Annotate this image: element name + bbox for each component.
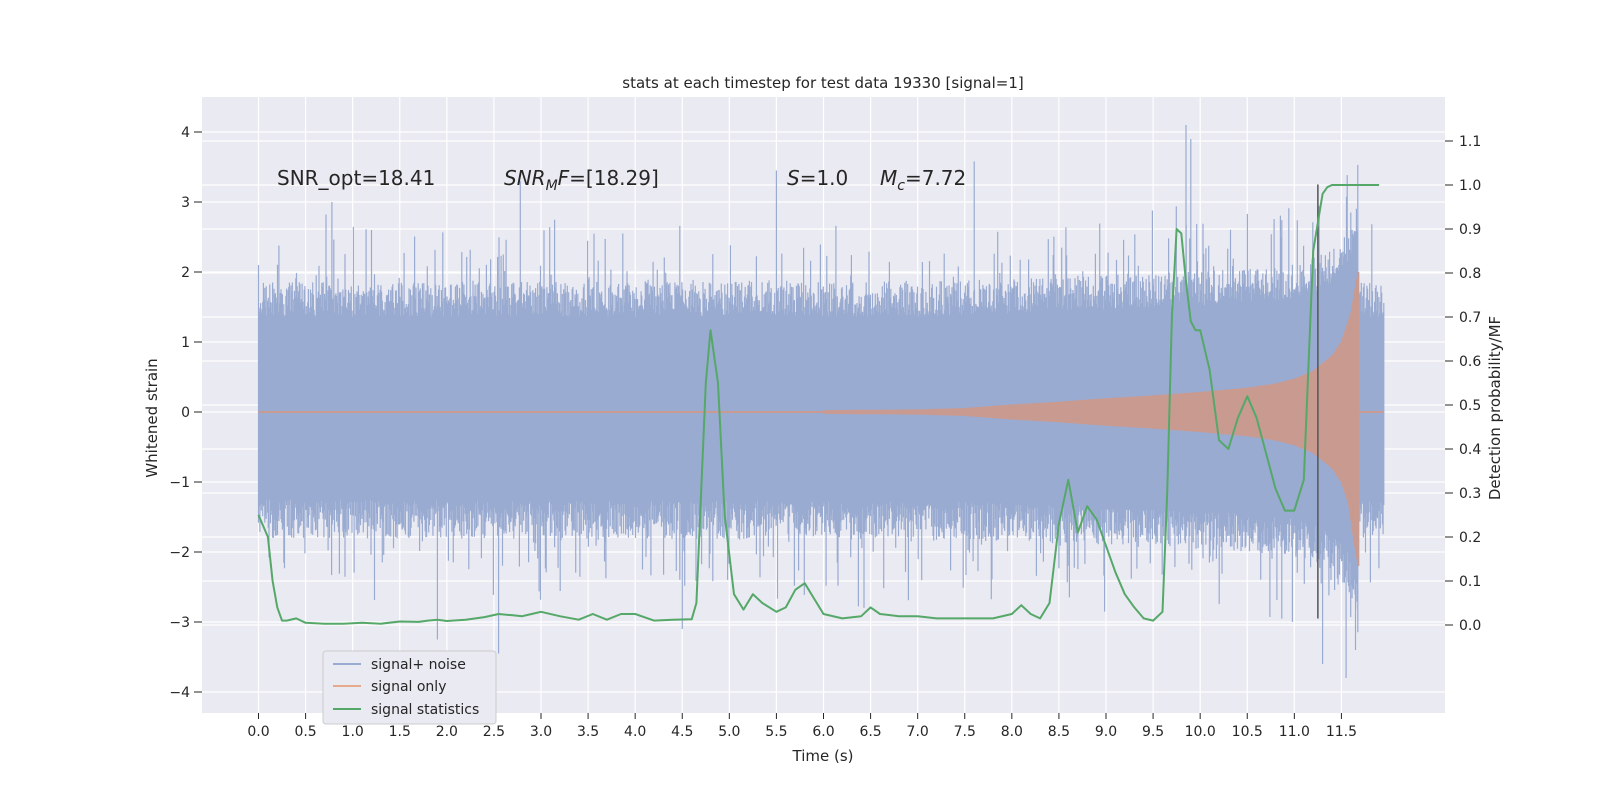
y2-tick-label: 0.3 (1459, 486, 1481, 502)
x-tick-label: 9.5 (1142, 724, 1164, 740)
annotation-snr-mf-value: =[18.29] (569, 166, 659, 190)
y2-axis-ticks: 0.0 0.1 0.2 0.3 0.4 0.5 0.6 0.7 0.8 0.9 1.0 1.1 (1445, 134, 1481, 634)
annotation-snr-mf: SNRMF=[18.29] (504, 166, 659, 194)
signal-series (258, 271, 1384, 567)
y2-tick-label: 0.0 (1459, 618, 1481, 634)
x-tick-label: 3.5 (577, 724, 599, 740)
x-tick-label: 2.5 (483, 724, 505, 740)
legend-label-signal: signal only (371, 679, 446, 695)
x-axis-label: Time (s) (792, 747, 854, 765)
annotation-s-symbol: S (787, 166, 800, 190)
x-tick-label: 8.5 (1048, 724, 1070, 740)
y-tick-label: 4 (181, 125, 190, 141)
y2-tick-label: 0.1 (1459, 574, 1481, 590)
x-tick-label: 1.0 (342, 724, 364, 740)
legend: signal+ noise signal only signal statist… (322, 650, 497, 725)
chart-title: stats at each timestep for test data 193… (622, 74, 1023, 92)
annotation-s-value: S=1.0 (787, 166, 848, 190)
x-tick-label: 8.0 (1001, 724, 1023, 740)
y-tick-label: 3 (181, 195, 190, 211)
x-tick-label: 7.5 (954, 724, 976, 740)
y-tick-label: −4 (169, 685, 190, 701)
x-tick-label: 4.0 (624, 724, 646, 740)
annotation-mc-number: =7.72 (905, 166, 966, 190)
y2-axis-label: Detection probability/MF (1486, 316, 1504, 500)
y-tick-label: −1 (169, 475, 190, 491)
y2-tick-label: 1.0 (1459, 178, 1481, 194)
stats-line (257, 184, 1380, 625)
legend-box (322, 650, 497, 725)
x-tick-label: 11.5 (1326, 724, 1357, 740)
y2-tick-label: 1.1 (1459, 134, 1481, 150)
x-tick-label: 9.0 (1095, 724, 1117, 740)
y-tick-label: −2 (169, 545, 190, 561)
x-tick-label: 0.0 (247, 724, 269, 740)
annotation-snr-mf-base: SNR (504, 166, 546, 190)
y-axis-ticks: −4 −3 −2 −1 0 1 2 3 4 (169, 125, 202, 701)
stats-series (257, 184, 1380, 625)
annotation-mc-sub: c (897, 178, 905, 194)
annotation-mc-value: Mc=7.72 (880, 166, 966, 194)
y2-tick-label: 0.2 (1459, 530, 1481, 546)
annotation-snr-mf-sub: M (546, 178, 558, 194)
x-tick-label: 4.5 (671, 724, 693, 740)
legend-label-noise: signal+ noise (371, 657, 466, 673)
x-axis-ticks: 0.0 0.5 1.0 1.5 2.0 2.5 3.0 3.5 4.0 4.5 5.0 5.5 6.0 6… (247, 713, 1357, 740)
x-tick-label: 6.0 (812, 724, 834, 740)
y2-tick-label: 0.5 (1459, 398, 1481, 414)
x-tick-label: 10.0 (1185, 724, 1216, 740)
x-tick-label: 1.5 (389, 724, 411, 740)
annotation-snr-mf-tail: F (558, 166, 570, 190)
x-tick-label: 5.5 (765, 724, 787, 740)
y-tick-label: −3 (169, 615, 190, 631)
x-tick-label: 7.0 (907, 724, 929, 740)
y-tick-label: 2 (181, 265, 190, 281)
y2-tick-label: 0.7 (1459, 310, 1481, 326)
x-tick-label: 5.0 (718, 724, 740, 740)
legend-label-stats: signal statistics (371, 702, 479, 718)
annotation-mc-base: M (880, 166, 897, 190)
y-tick-label: 1 (181, 335, 190, 351)
y2-tick-label: 0.8 (1459, 266, 1481, 282)
annotation-snr-opt: SNR_opt=18.41 (277, 166, 435, 190)
x-tick-label: 3.0 (530, 724, 552, 740)
x-tick-label: 2.0 (436, 724, 458, 740)
y2-tick-label: 0.9 (1459, 222, 1481, 238)
x-tick-label: 6.5 (859, 724, 881, 740)
x-tick-label: 10.5 (1232, 724, 1263, 740)
y-tick-label: 0 (181, 405, 190, 421)
y-axis-label: Whitened strain (143, 358, 161, 477)
x-tick-label: 0.5 (294, 724, 316, 740)
y2-tick-label: 0.4 (1459, 442, 1481, 458)
y2-tick-label: 0.6 (1459, 354, 1481, 370)
annotation-s-number: =1.0 (800, 166, 849, 190)
x-tick-label: 11.0 (1279, 724, 1310, 740)
